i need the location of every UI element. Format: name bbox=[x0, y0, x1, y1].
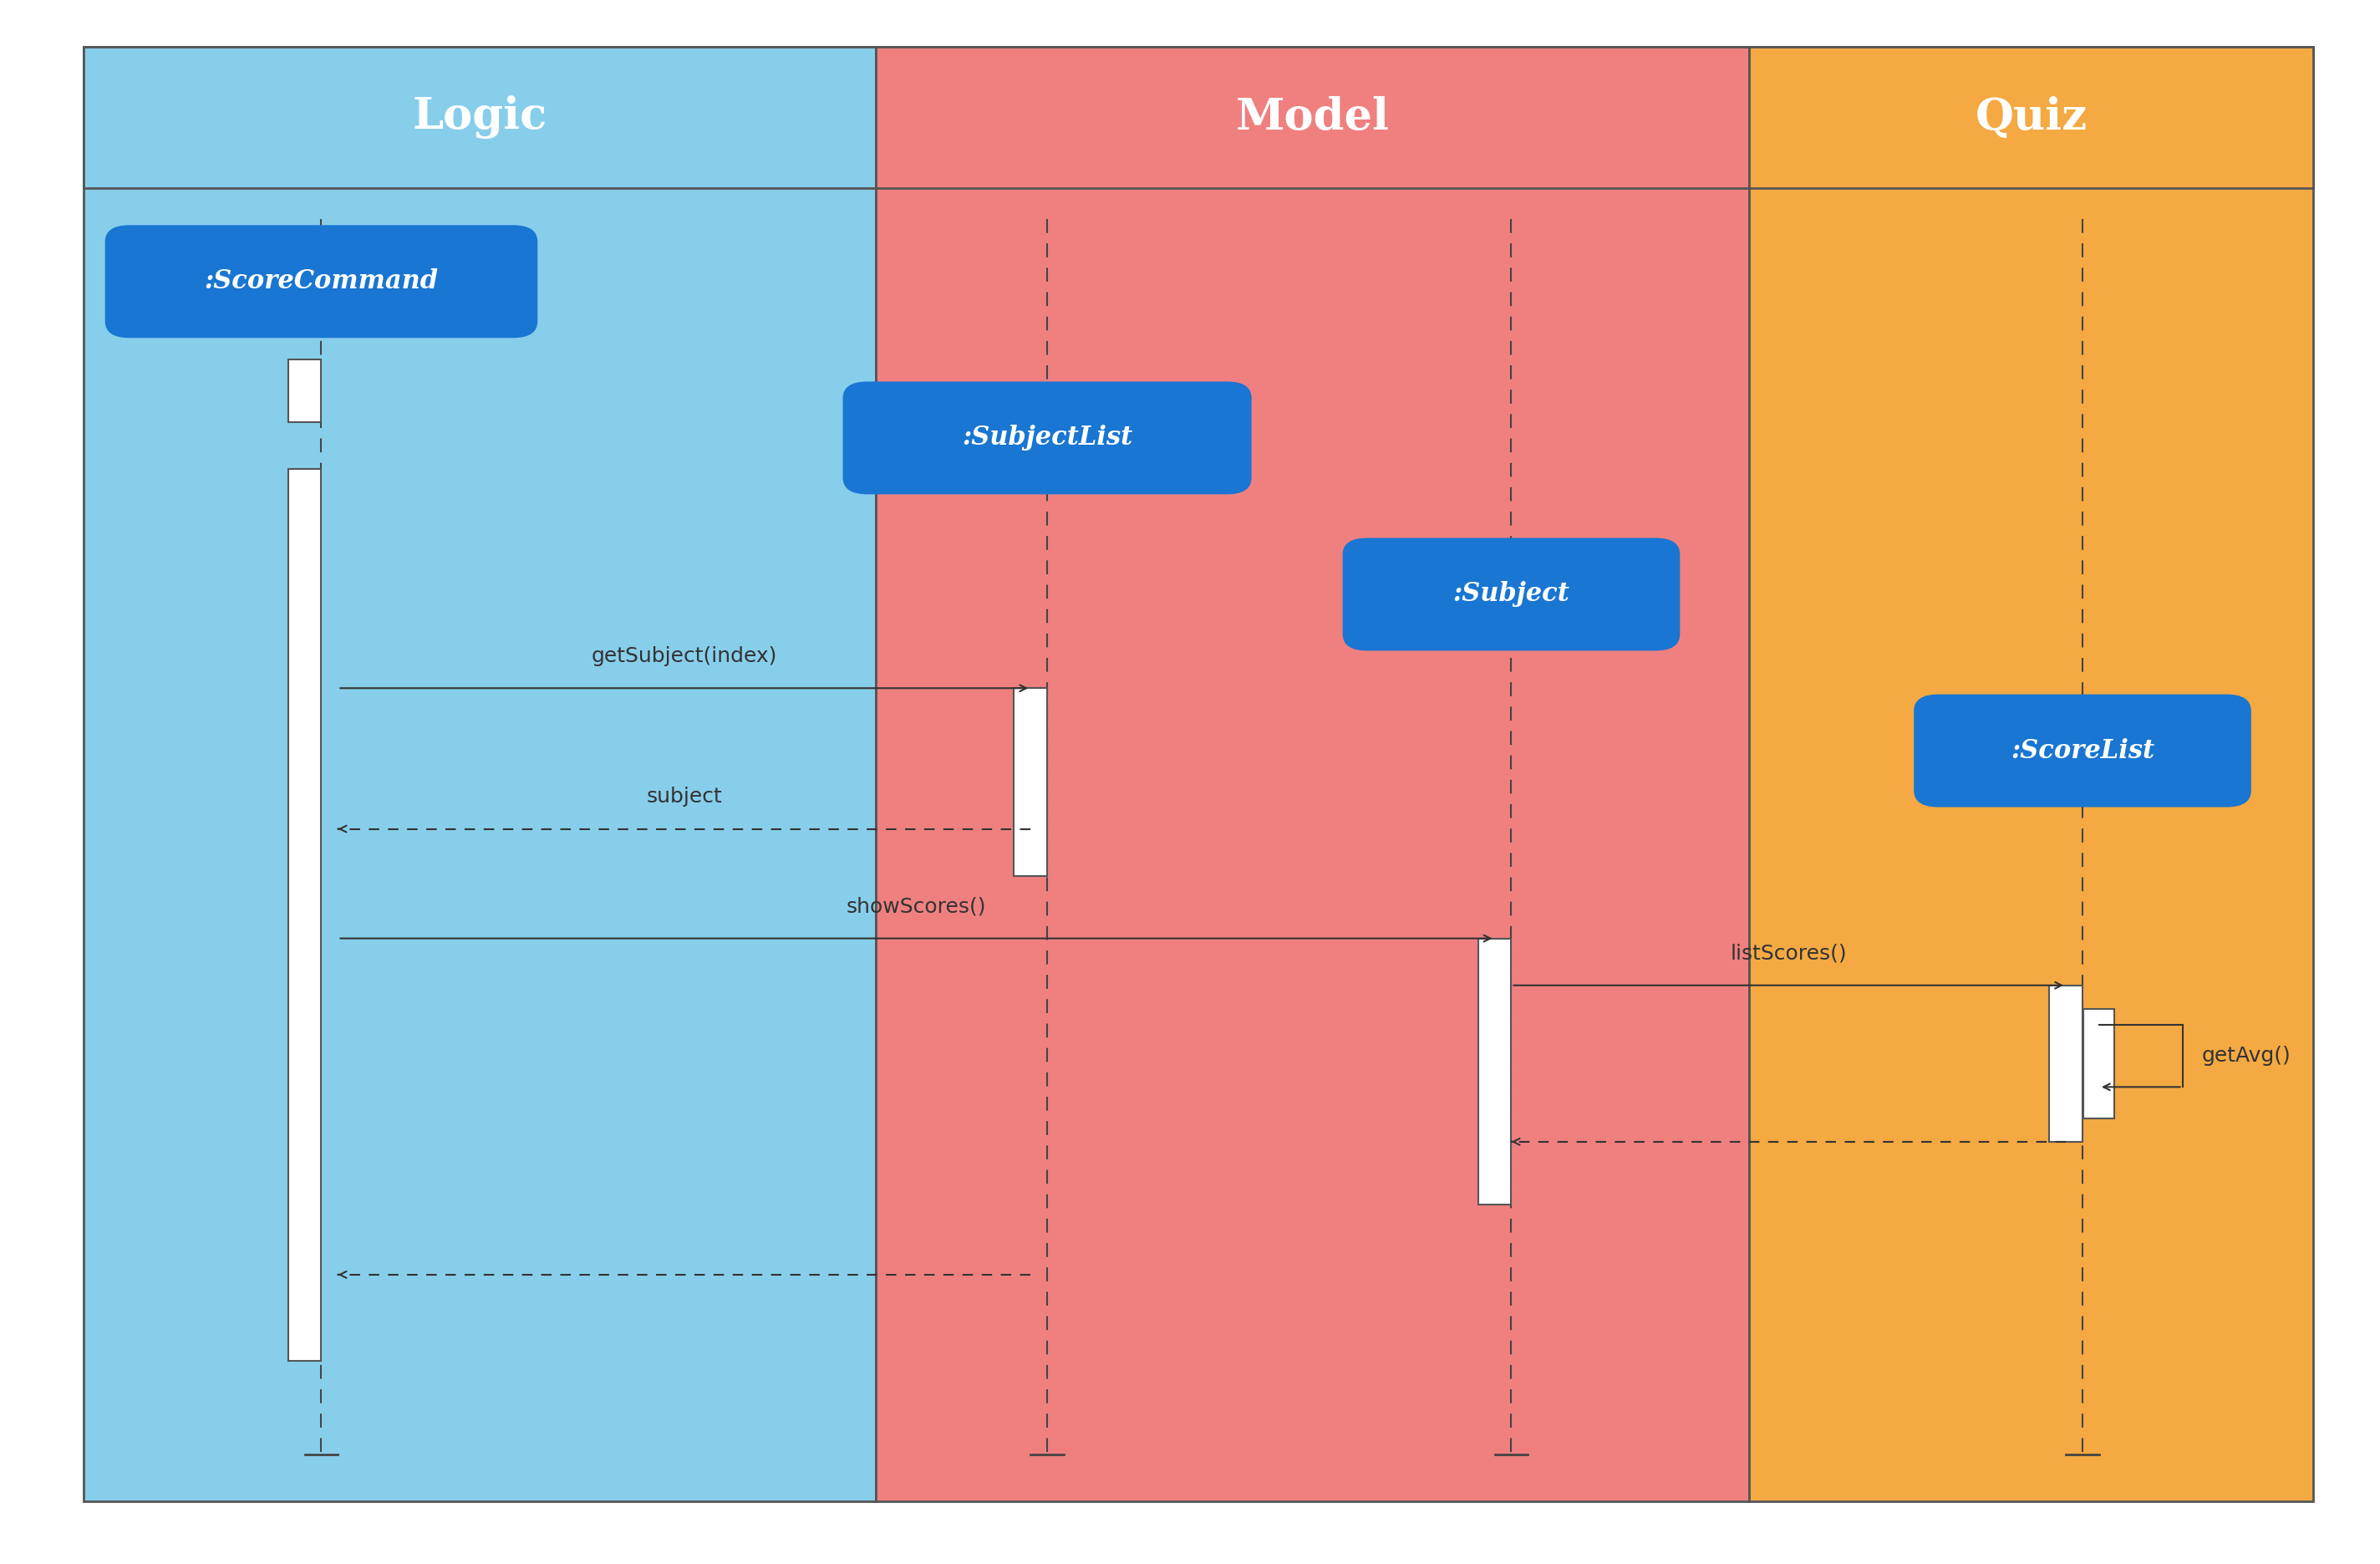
Text: listScores(): listScores() bbox=[1730, 943, 1847, 963]
Bar bbox=[288, 360, 321, 422]
Bar bbox=[288, 469, 321, 1361]
Bar bbox=[83, 47, 876, 1501]
Text: getSubject(index): getSubject(index) bbox=[590, 646, 778, 666]
Bar bbox=[876, 47, 1749, 1501]
FancyBboxPatch shape bbox=[843, 383, 1252, 494]
Text: Logic: Logic bbox=[412, 95, 547, 139]
Text: subject: subject bbox=[647, 787, 721, 807]
Bar bbox=[83, 47, 876, 188]
Bar bbox=[1749, 47, 2313, 188]
Text: getAvg(): getAvg() bbox=[2202, 1046, 2290, 1065]
Text: :Subject: :Subject bbox=[1452, 582, 1571, 607]
Text: Model: Model bbox=[1235, 95, 1390, 139]
Bar bbox=[1014, 688, 1047, 876]
Text: :SubjectList: :SubjectList bbox=[962, 425, 1133, 450]
Text: showScores(): showScores() bbox=[847, 896, 985, 917]
Bar bbox=[876, 47, 1749, 188]
Text: Quiz: Quiz bbox=[1975, 95, 2087, 139]
Bar bbox=[2049, 985, 2082, 1142]
Bar bbox=[1749, 47, 2313, 1501]
FancyBboxPatch shape bbox=[1342, 540, 1680, 651]
Text: :ScoreCommand: :ScoreCommand bbox=[205, 269, 438, 294]
Bar bbox=[2085, 1009, 2113, 1118]
FancyBboxPatch shape bbox=[107, 227, 538, 338]
Text: :ScoreList: :ScoreList bbox=[2011, 738, 2154, 763]
FancyBboxPatch shape bbox=[1914, 694, 2251, 807]
Bar bbox=[1478, 938, 1511, 1204]
